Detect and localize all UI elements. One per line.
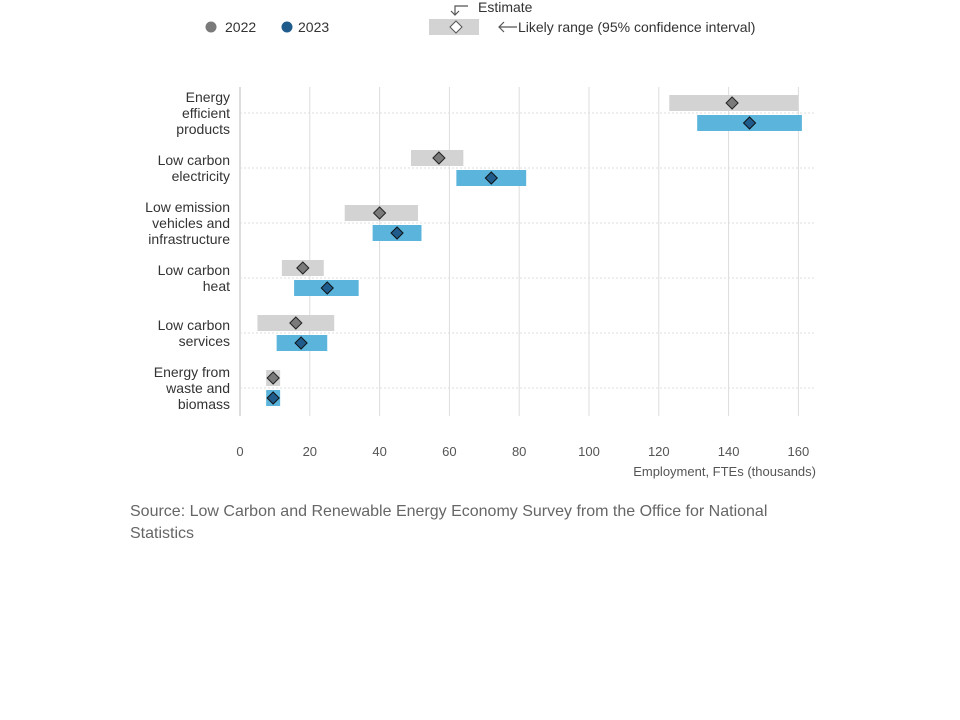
estimate-marker-2023: [266, 391, 280, 405]
estimate-marker-2022: [289, 316, 303, 330]
estimate-marker-2022: [266, 371, 280, 385]
legend-2023-label: 2023: [298, 19, 329, 35]
category-label: Energy efficient products: [176, 89, 230, 137]
category-label-line: Low carbon: [158, 262, 230, 278]
estimate-marker-2023: [294, 336, 308, 350]
category-label-line: Low carbon: [158, 317, 230, 333]
category-label: Low emission vehicles and infrastructure: [145, 199, 230, 247]
estimate-marker-2023: [320, 281, 334, 295]
category-label-line: Energy from: [154, 364, 230, 380]
category-label-line: Energy: [186, 89, 230, 105]
estimate-marker-2022: [372, 206, 387, 220]
x-tick-label: 120: [648, 444, 670, 459]
category-label-line: electricity: [172, 168, 230, 184]
category-label-line: infrastructure: [148, 231, 230, 247]
x-tick-label: 0: [236, 444, 243, 459]
estimate-marker-2022: [725, 96, 739, 110]
category-label-line: efficient: [182, 105, 230, 121]
chart: 2022 2023 Estimate Likely range (95% con…: [145, 0, 816, 479]
legend-2022-marker: [205, 21, 217, 33]
source-note: Source: Low Carbon and Renewable Energy …: [130, 503, 768, 542]
x-tick-label: 100: [578, 444, 600, 459]
estimate-marker-2023: [484, 171, 498, 185]
category-label-line: products: [176, 121, 230, 137]
estimate-marker-2023: [742, 116, 757, 130]
legend-estimate-label: Estimate: [478, 0, 533, 15]
x-tick-label: 40: [372, 444, 386, 459]
legend-range-label: Likely range (95% confidence interval): [518, 19, 755, 35]
x-tick-label: 80: [512, 444, 526, 459]
category-label-line: services: [179, 333, 230, 349]
estimate-marker-2022: [296, 261, 310, 275]
category-label: Low carbon heat: [158, 262, 230, 294]
category-label: Low carbon electricity: [158, 152, 230, 184]
legend: 2022 2023 Estimate Likely range (95% con…: [205, 0, 755, 35]
legend-estimate-arrow: [450, 5, 468, 16]
category-label: Energy from waste and biomass: [154, 364, 230, 412]
x-tick-label: 140: [718, 444, 740, 459]
estimate-marker-2022: [432, 151, 446, 165]
category-label-line: Low emission: [145, 199, 230, 215]
category-label: Low carbon services: [158, 317, 230, 349]
category-label-line: Low carbon: [158, 152, 230, 168]
legend-2022-label: 2022: [225, 19, 256, 35]
category-label-line: vehicles and: [152, 215, 230, 231]
legend-2023-marker: [281, 21, 293, 33]
category-label-line: heat: [203, 278, 230, 294]
x-tick-label: 60: [442, 444, 456, 459]
category-label-line: biomass: [178, 396, 230, 412]
x-axis-title: Employment, FTEs (thousands): [633, 464, 816, 479]
legend-range-arrow: [498, 21, 517, 33]
x-tick-label: 160: [788, 444, 810, 459]
x-tick-label: 20: [303, 444, 317, 459]
category-label-line: waste and: [165, 380, 230, 396]
legend-estimate-diamond: [449, 20, 463, 34]
plot-area: 0 20 40 60 80 100 120 140 160 Employment, FTEs (t…: [145, 87, 816, 479]
estimate-marker-2023: [390, 226, 404, 240]
